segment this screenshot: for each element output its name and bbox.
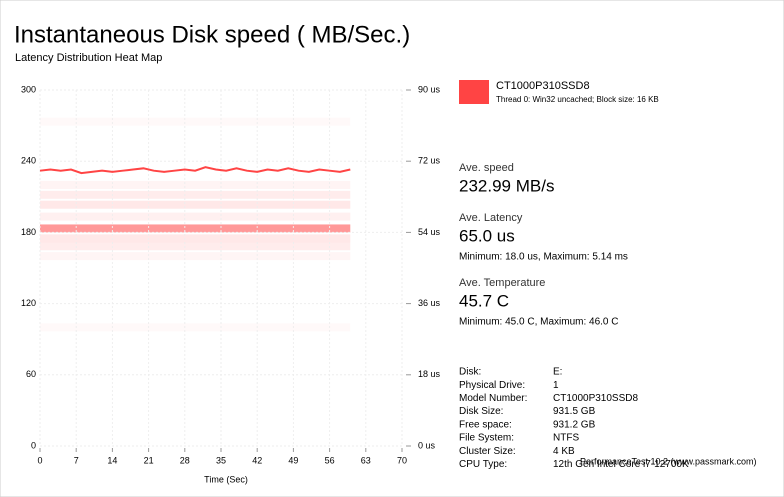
info-key: File System: <box>459 433 514 444</box>
y2-tick-label: 72 us <box>418 156 441 166</box>
stat-label: Ave. Temperature <box>459 277 545 289</box>
series-line <box>39 166 351 175</box>
x-tick-label: 49 <box>288 455 298 465</box>
y2-tick-label: 0 us <box>418 440 436 450</box>
legend-swatch <box>459 80 489 104</box>
info-key: Model Number: <box>459 393 527 404</box>
heatmap-row <box>40 190 351 199</box>
chart-title: Instantaneous Disk speed ( MB/Sec.) <box>14 21 410 48</box>
heatmap-row <box>40 212 351 221</box>
footer: PerformanceTest 10.2 (www.passmark.com) <box>580 456 757 466</box>
info-value: 931.5 GB <box>553 406 596 417</box>
heatmap-row <box>40 252 351 261</box>
stat-detail: Minimum: 45.0 C, Maximum: 46.0 C <box>459 317 619 328</box>
x-tick-label: 7 <box>74 455 79 465</box>
heatmap-row <box>40 323 350 331</box>
y2-tick-label: 54 us <box>418 227 441 237</box>
info-key: Disk Size: <box>459 406 503 417</box>
info-value: 931.2 GB <box>553 419 596 430</box>
y2-tick-label: 90 us <box>418 84 441 94</box>
x-tick-label: 0 <box>37 455 42 465</box>
stat-label: Ave. Latency <box>459 212 523 224</box>
heatmap-row <box>40 200 351 209</box>
stat-value: 65.0 us <box>459 226 515 245</box>
heatmap-row <box>40 118 350 126</box>
info-key: Free space: <box>459 419 512 430</box>
info-value: CT1000P310SSD8 <box>553 393 638 404</box>
stat-value: 45.7 C <box>459 291 509 310</box>
chart-subtitle: Latency Distribution Heat Map <box>15 52 162 64</box>
y-tick-label: 240 <box>21 156 36 166</box>
info-key: Physical Drive: <box>459 380 525 391</box>
y-tick-label: 0 <box>31 440 36 450</box>
x-tick-label: 35 <box>216 455 226 465</box>
legend-detail: Thread 0: Win32 uncached; Block size: 16… <box>496 95 659 104</box>
y-tick-label: 300 <box>21 84 36 94</box>
heatmap-row <box>40 180 351 189</box>
info-value: E: <box>553 367 562 378</box>
info-key: Cluster Size: <box>459 446 516 457</box>
heatmap-row <box>40 224 351 233</box>
info-key: Disk: <box>459 367 481 378</box>
y-tick-label: 60 <box>26 369 36 379</box>
stat-detail: Minimum: 18.0 us, Maximum: 5.14 ms <box>459 252 628 263</box>
heatmap-row <box>40 242 351 251</box>
info-value: 4 KB <box>553 446 575 457</box>
x-tick-label: 21 <box>144 455 154 465</box>
x-tick-label: 63 <box>361 455 371 465</box>
info-value: 12th Gen Intel Core i7-12700K <box>553 459 689 470</box>
info-value: NTFS <box>553 433 579 444</box>
stat-value: 232.99 MB/s <box>459 176 554 195</box>
info-value: 1 <box>553 380 559 391</box>
y-tick-label: 120 <box>21 298 36 308</box>
info-key: CPU Type: <box>459 459 507 470</box>
stat-label: Ave. speed <box>459 162 514 174</box>
heatmap-row <box>40 234 351 243</box>
x-tick-label: 28 <box>180 455 190 465</box>
x-tick-label: 14 <box>107 455 117 465</box>
x-axis-label: Time (Sec) <box>204 474 248 484</box>
x-tick-label: 42 <box>252 455 262 465</box>
y-tick-label: 180 <box>21 227 36 237</box>
x-tick-label: 70 <box>397 455 407 465</box>
y2-tick-label: 18 us <box>418 369 441 379</box>
y2-tick-label: 36 us <box>418 298 441 308</box>
x-tick-label: 56 <box>325 455 335 465</box>
legend-label: CT1000P310SSD8 <box>496 80 590 92</box>
